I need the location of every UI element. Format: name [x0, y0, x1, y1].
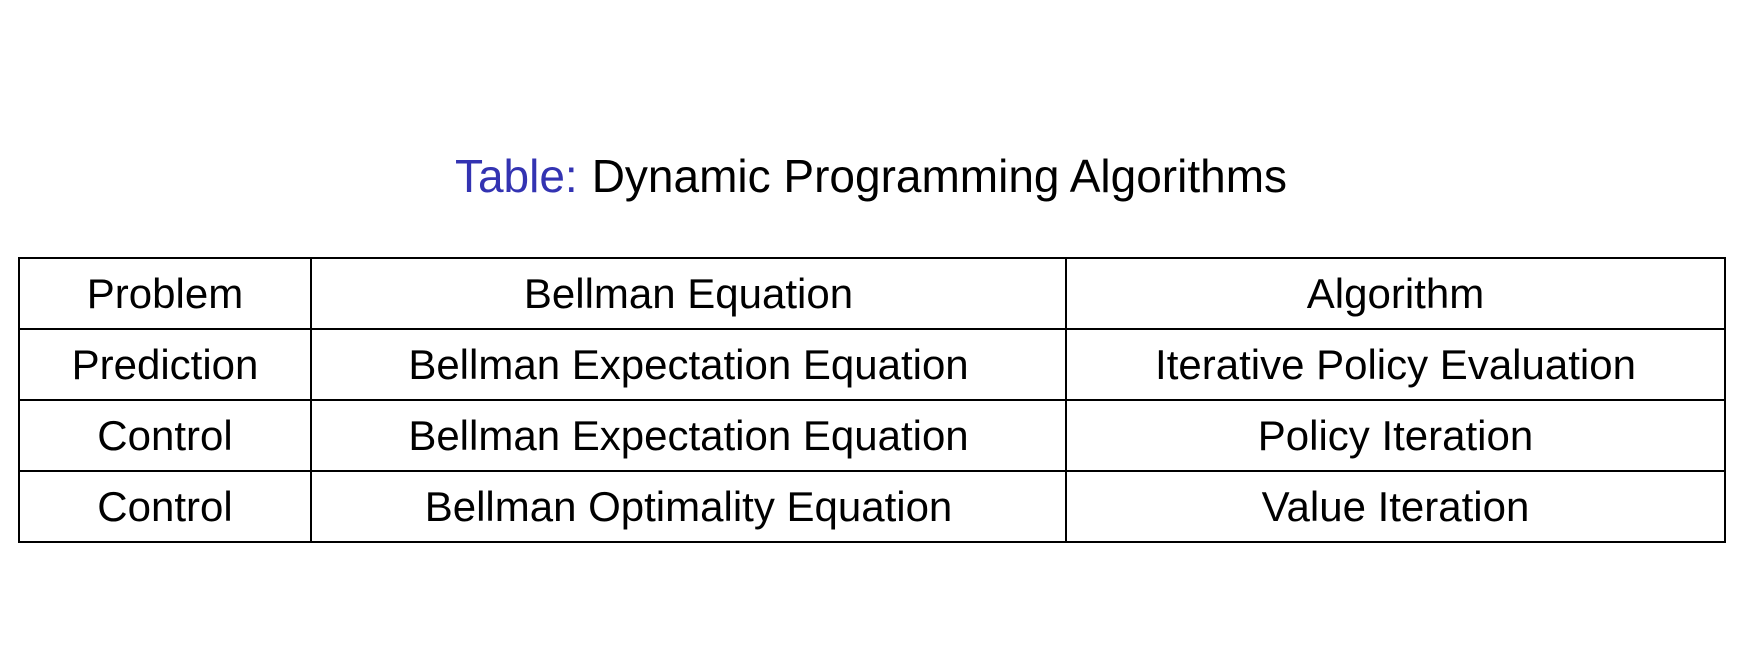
table-cell: Iterative Policy Evaluation: [1065, 328, 1726, 401]
table-caption-prefix: Table:: [454, 150, 578, 202]
table-cell: Prediction: [18, 328, 312, 401]
table-header-row: Problem Bellman Equation Algorithm: [18, 257, 1726, 330]
table-caption: Table: Dynamic Programming Algorithms: [0, 150, 1742, 203]
table-cell: Bellman Expectation Equation: [310, 328, 1067, 401]
column-header-algorithm: Algorithm: [1065, 257, 1726, 330]
table-cell: Control: [18, 470, 312, 543]
dp-algorithms-table: Problem Bellman Equation Algorithm Predi…: [18, 257, 1726, 543]
table-cell: Policy Iteration: [1065, 399, 1726, 472]
table-row: Control Bellman Expectation Equation Pol…: [18, 399, 1726, 472]
table-row: Prediction Bellman Expectation Equation …: [18, 328, 1726, 401]
table-caption-title: Dynamic Programming Algorithms: [591, 150, 1288, 202]
table-row: Control Bellman Optimality Equation Valu…: [18, 470, 1726, 543]
table-cell: Control: [18, 399, 312, 472]
table-cell: Bellman Optimality Equation: [310, 470, 1067, 543]
column-header-bellman-equation: Bellman Equation: [310, 257, 1067, 330]
table-cell: Bellman Expectation Equation: [310, 399, 1067, 472]
table-cell: Value Iteration: [1065, 470, 1726, 543]
column-header-problem: Problem: [18, 257, 312, 330]
